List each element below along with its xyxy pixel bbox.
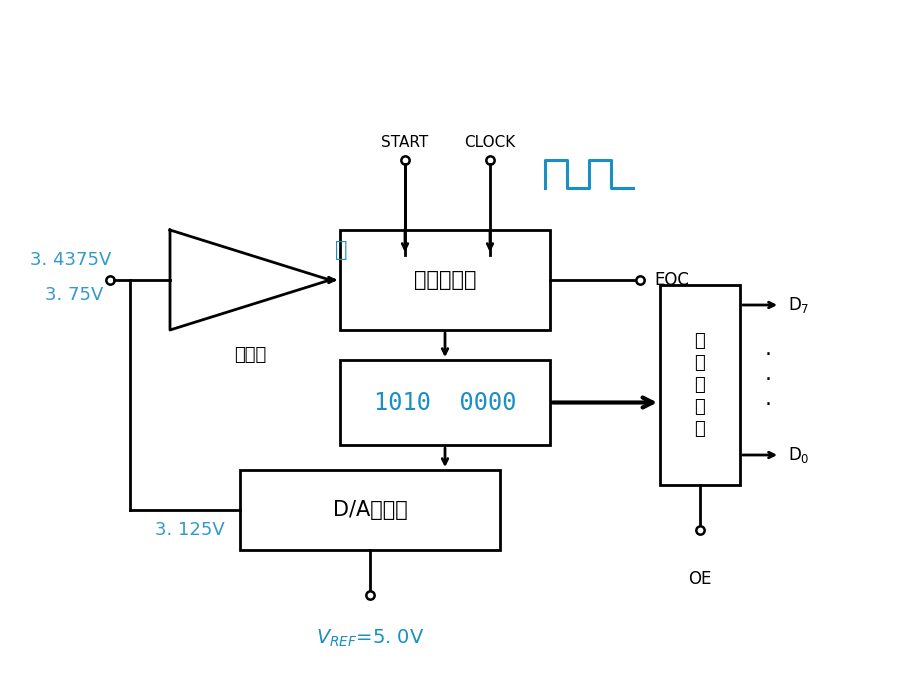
Text: ·: · — [764, 395, 771, 415]
Text: D$_0$: D$_0$ — [788, 445, 809, 465]
Bar — [340, 230, 550, 330]
Text: 3. 125V: 3. 125V — [154, 521, 224, 539]
Text: START: START — [381, 135, 428, 150]
Text: 3. 4375V: 3. 4375V — [30, 251, 111, 269]
Text: 1010  0000: 1010 0000 — [373, 391, 516, 415]
Text: 输
出
缓
冲
器: 输 出 缓 冲 器 — [694, 332, 705, 438]
Text: 高: 高 — [335, 240, 347, 260]
Bar — [340, 360, 550, 445]
Text: D$_7$: D$_7$ — [788, 295, 809, 315]
Bar — [659, 285, 739, 485]
Text: EOC: EOC — [653, 271, 688, 289]
Text: D/A转换器: D/A转换器 — [333, 500, 407, 520]
Text: CLOCK: CLOCK — [464, 135, 515, 150]
Text: ·: · — [764, 345, 771, 365]
Text: 控制与定时: 控制与定时 — [414, 270, 476, 290]
Text: ·: · — [764, 370, 771, 390]
Text: 比较器: 比较器 — [233, 346, 266, 364]
Bar — [240, 470, 499, 550]
Text: 3. 75V: 3. 75V — [45, 286, 103, 304]
Text: $V_{REF}$=5. 0V: $V_{REF}$=5. 0V — [315, 628, 424, 649]
Text: OE: OE — [687, 570, 711, 588]
